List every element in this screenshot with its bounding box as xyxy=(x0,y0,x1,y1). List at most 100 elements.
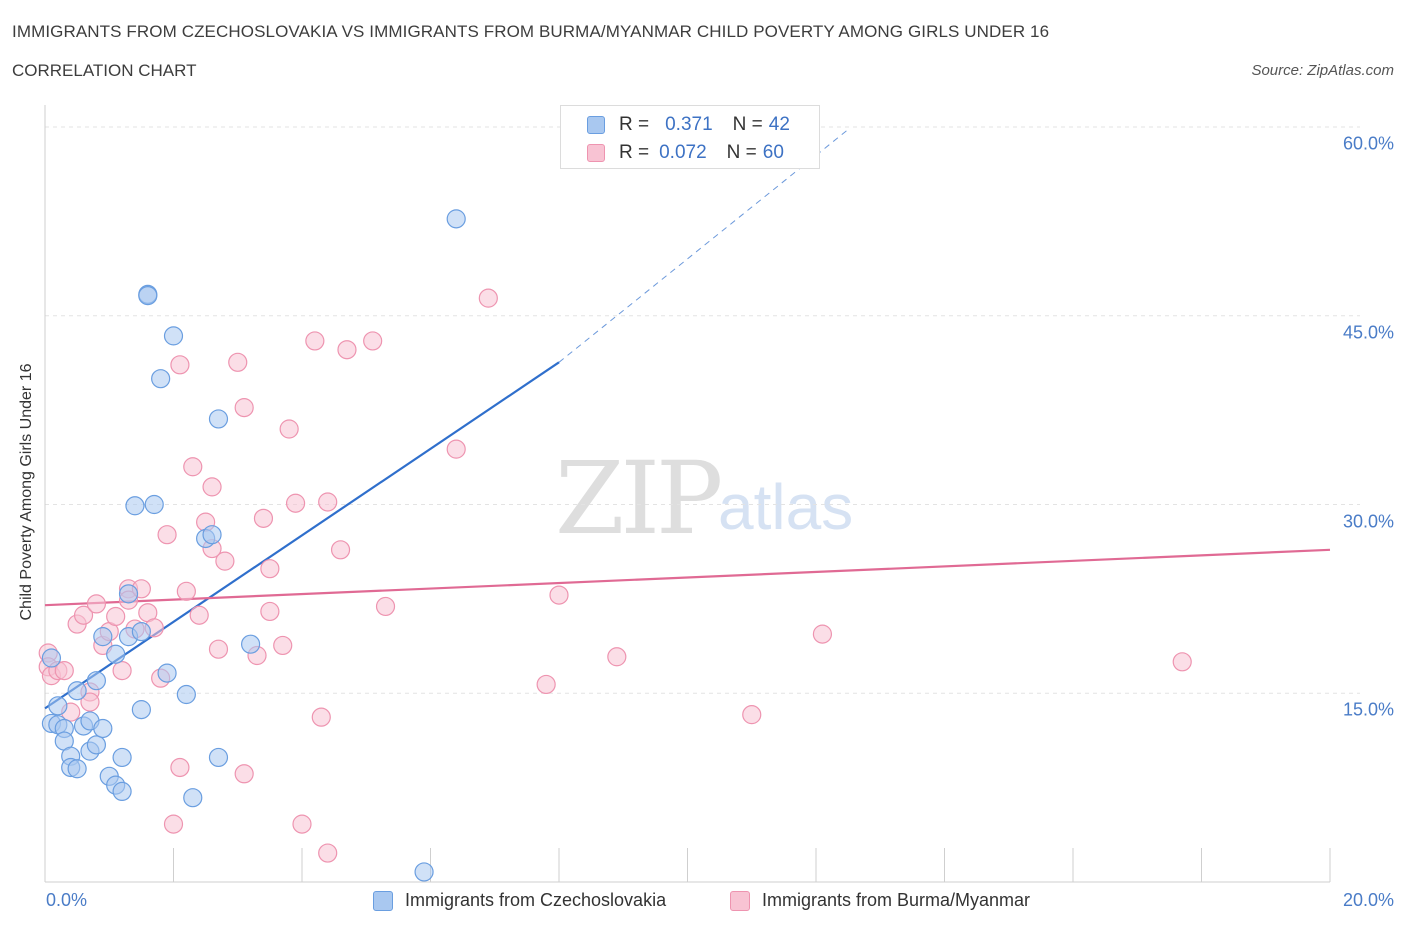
data-point-burma xyxy=(446,439,466,459)
data-point-burma xyxy=(183,457,203,477)
bottom-legend-swatch-burma xyxy=(730,890,750,911)
data-point-burma xyxy=(318,843,338,863)
data-point-burma xyxy=(549,585,569,605)
data-point-burma xyxy=(176,581,196,601)
bottom-legend-label-czechoslovakia: Immigrants from Czechoslovakia xyxy=(405,890,667,910)
data-point-czechoslovakia xyxy=(93,627,113,647)
trend-line-solid xyxy=(44,548,1331,607)
data-point-czechoslovakia xyxy=(157,663,177,683)
legend-n-value: 60 xyxy=(762,142,784,163)
data-point-burma xyxy=(812,624,833,644)
data-point-burma xyxy=(260,601,280,622)
data-point-burma xyxy=(292,814,312,834)
data-point-czechoslovakia xyxy=(446,209,466,229)
data-point-czechoslovakia xyxy=(67,759,87,779)
data-point-burma xyxy=(86,594,107,614)
data-point-czechoslovakia xyxy=(112,781,132,802)
data-point-czechoslovakia xyxy=(151,369,171,389)
data-point-burma xyxy=(337,340,357,360)
data-point-burma xyxy=(157,525,177,545)
legend-r-label: R = xyxy=(619,114,650,135)
data-point-burma xyxy=(163,814,184,834)
data-point-czechoslovakia xyxy=(202,525,222,545)
data-point-burma xyxy=(318,492,338,512)
data-point-burma xyxy=(742,705,762,725)
legend-r-value: 0.371 xyxy=(665,114,713,135)
data-point-czechoslovakia xyxy=(41,648,62,668)
data-point-czechoslovakia xyxy=(106,644,126,664)
legend-row-czechoslovakia: R = 0.371 N = 42 xyxy=(587,113,790,137)
data-point-burma xyxy=(170,355,190,375)
stats-legend: R = 0.371 N = 42 R = 0.072 N = 60 xyxy=(560,105,820,169)
data-point-burma xyxy=(228,352,248,372)
y-tick-label: 15.0% xyxy=(1342,699,1394,720)
data-point-burma xyxy=(73,605,94,625)
trend-line-burma xyxy=(44,548,1331,607)
y-tick-label: 45.0% xyxy=(1342,322,1394,343)
data-point-czechoslovakia xyxy=(86,735,107,755)
data-point-czechoslovakia xyxy=(131,621,151,642)
legend-n-label: N = xyxy=(726,142,757,163)
data-point-czechoslovakia xyxy=(138,286,158,306)
data-point-burma xyxy=(260,559,280,579)
data-point-burma xyxy=(305,331,325,351)
data-point-burma xyxy=(375,596,396,617)
data-point-burma xyxy=(234,398,254,418)
trend-line-solid xyxy=(44,361,560,710)
y-tick-label: 30.0% xyxy=(1342,511,1394,531)
bottom-legend-label-burma: Immigrants from Burma/Myanmar xyxy=(762,890,1031,910)
x-tick-label-min: 0.0% xyxy=(46,890,88,910)
chart-subtitle: CORRELATION CHART xyxy=(12,61,197,80)
legend-swatch-czechoslovakia xyxy=(587,116,605,134)
data-point-czechoslovakia xyxy=(112,747,132,768)
bottom-legend-czechoslovakia: Immigrants from Czechoslovakia xyxy=(373,890,666,911)
data-point-czechoslovakia xyxy=(48,696,68,716)
data-point-burma xyxy=(279,419,299,439)
data-point-burma xyxy=(273,635,293,656)
y-axis-label: Child Poverty Among Girls Under 16 xyxy=(18,363,35,621)
data-point-burma xyxy=(363,331,383,351)
data-point-burma xyxy=(106,606,126,627)
data-point-czechoslovakia xyxy=(241,634,261,654)
legend-n-value: 42 xyxy=(768,114,790,135)
data-point-burma xyxy=(80,692,100,712)
data-point-burma xyxy=(536,674,556,695)
data-point-burma xyxy=(112,660,132,681)
data-point-burma xyxy=(330,540,351,560)
data-point-czechoslovakia xyxy=(67,681,87,701)
data-point-burma xyxy=(253,508,274,528)
data-point-burma xyxy=(234,764,254,784)
axes xyxy=(44,105,1331,883)
legend-n-label: N = xyxy=(732,114,763,135)
data-point-burma xyxy=(54,660,74,681)
data-point-burma xyxy=(478,288,498,308)
legend-r-value: 0.072 xyxy=(659,142,707,163)
data-point-burma xyxy=(208,639,229,659)
legend-r-label: R = xyxy=(619,142,650,163)
data-point-czechoslovakia xyxy=(144,494,164,515)
data-point-czechoslovakia xyxy=(183,788,203,808)
data-point-burma xyxy=(202,477,222,497)
x-tick-label-max: 20.0% xyxy=(1342,890,1394,910)
chart-title: IMMIGRANTS FROM CZECHOSLOVAKIA VS IMMIGR… xyxy=(12,22,1050,41)
data-point-burma xyxy=(170,757,190,778)
data-point-czechoslovakia xyxy=(131,700,151,720)
data-point-burma xyxy=(1172,652,1192,672)
data-point-czechoslovakia xyxy=(86,671,107,691)
data-point-burma xyxy=(607,647,627,667)
legend-swatch-burma xyxy=(587,144,605,162)
watermark-zip: ZIP xyxy=(555,440,723,557)
bottom-legend-burma: Immigrants from Burma/Myanmar xyxy=(730,890,1030,911)
bottom-legend-swatch-czechoslovakia xyxy=(373,890,393,911)
data-point-burma xyxy=(285,493,306,513)
data-point-burma xyxy=(215,551,235,571)
data-point-czechoslovakia xyxy=(208,747,229,768)
y-tick-label: 60.0% xyxy=(1342,133,1394,154)
data-point-czechoslovakia xyxy=(118,584,139,604)
source-credit: Source: ZipAtlas.com xyxy=(1251,62,1394,79)
legend-row-burma: R = 0.072 N = 60 xyxy=(587,141,784,165)
data-point-czechoslovakia xyxy=(414,862,434,882)
data-point-czechoslovakia xyxy=(163,326,184,346)
data-point-czechoslovakia xyxy=(208,409,229,429)
watermark-atlas: atlas xyxy=(718,471,854,543)
